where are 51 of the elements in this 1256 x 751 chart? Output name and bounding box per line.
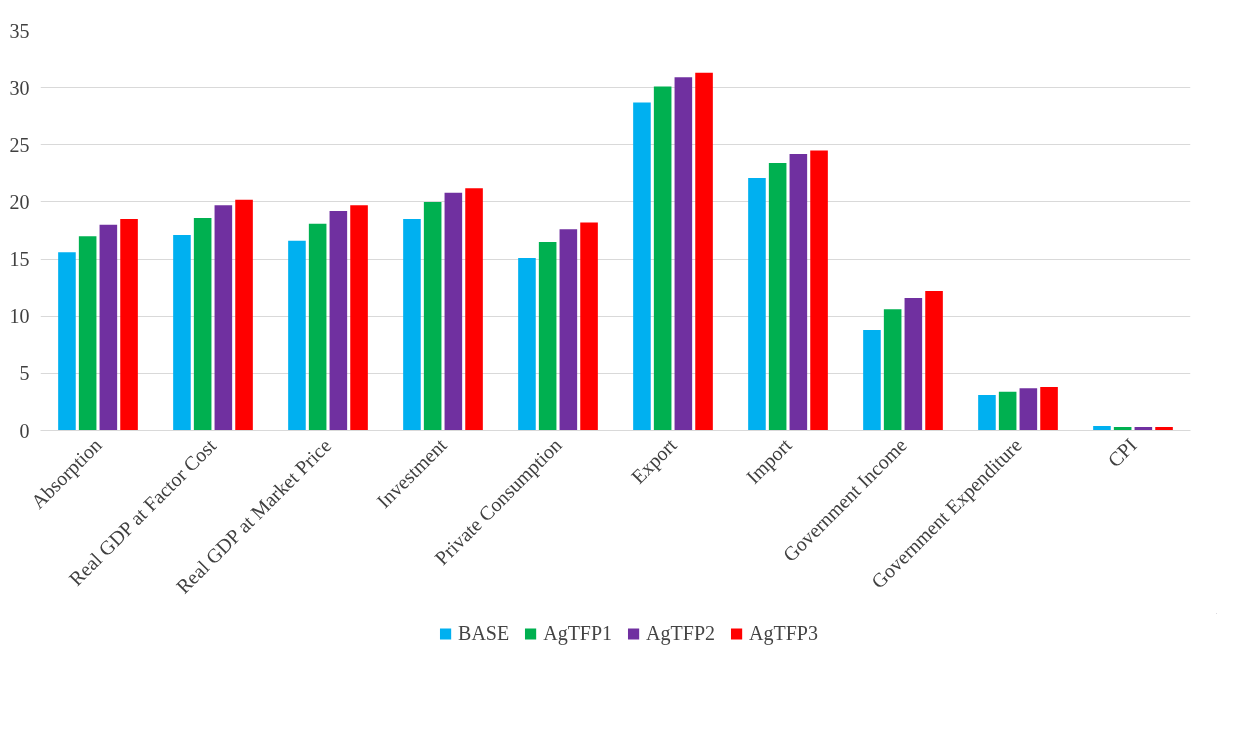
bar xyxy=(904,297,923,431)
bar xyxy=(559,229,578,431)
bar xyxy=(444,192,463,431)
y-tick-label: 30 xyxy=(9,76,30,99)
bar xyxy=(695,72,713,431)
x-tick-label: CPI xyxy=(1103,433,1141,472)
y-tick-label: 0 xyxy=(19,419,30,442)
bar xyxy=(789,153,808,431)
bar xyxy=(235,199,253,431)
bar xyxy=(58,252,76,431)
bar xyxy=(350,205,368,431)
bar xyxy=(998,391,1017,431)
bar xyxy=(99,224,118,431)
legend-label: AgTFP3 xyxy=(749,621,818,645)
bar xyxy=(1093,425,1111,431)
bar xyxy=(308,223,327,431)
bar xyxy=(810,150,828,431)
bar xyxy=(978,395,996,431)
bar xyxy=(423,201,442,431)
bar xyxy=(1019,388,1038,431)
legend-label: BASE xyxy=(458,621,510,645)
bar xyxy=(580,222,598,431)
y-tick-label: 10 xyxy=(9,305,30,328)
y-tick-label: 15 xyxy=(9,248,30,271)
bar xyxy=(633,102,651,431)
bar xyxy=(288,240,306,431)
bar xyxy=(653,86,672,431)
bar xyxy=(1040,387,1058,431)
bar xyxy=(883,309,902,431)
bar xyxy=(193,217,212,431)
bar xyxy=(768,163,787,431)
bar xyxy=(403,219,421,431)
bar xyxy=(78,236,97,431)
bar xyxy=(173,235,191,431)
y-tick-label: 20 xyxy=(9,190,30,213)
legend-label: AgTFP2 xyxy=(646,621,716,645)
bar xyxy=(465,188,483,431)
bar xyxy=(1155,427,1173,431)
legend-label: AgTFP1 xyxy=(543,621,613,645)
bar xyxy=(863,329,881,431)
bar xyxy=(538,241,557,431)
bar xyxy=(674,77,693,431)
y-tick-label: 5 xyxy=(19,362,30,385)
y-tick-label: 35 xyxy=(9,19,30,42)
bar xyxy=(214,205,233,431)
bar xyxy=(518,257,536,431)
y-tick-label: 25 xyxy=(9,133,30,156)
bar xyxy=(329,211,348,431)
bar xyxy=(748,177,766,431)
bar xyxy=(120,219,138,431)
bar xyxy=(925,291,943,431)
